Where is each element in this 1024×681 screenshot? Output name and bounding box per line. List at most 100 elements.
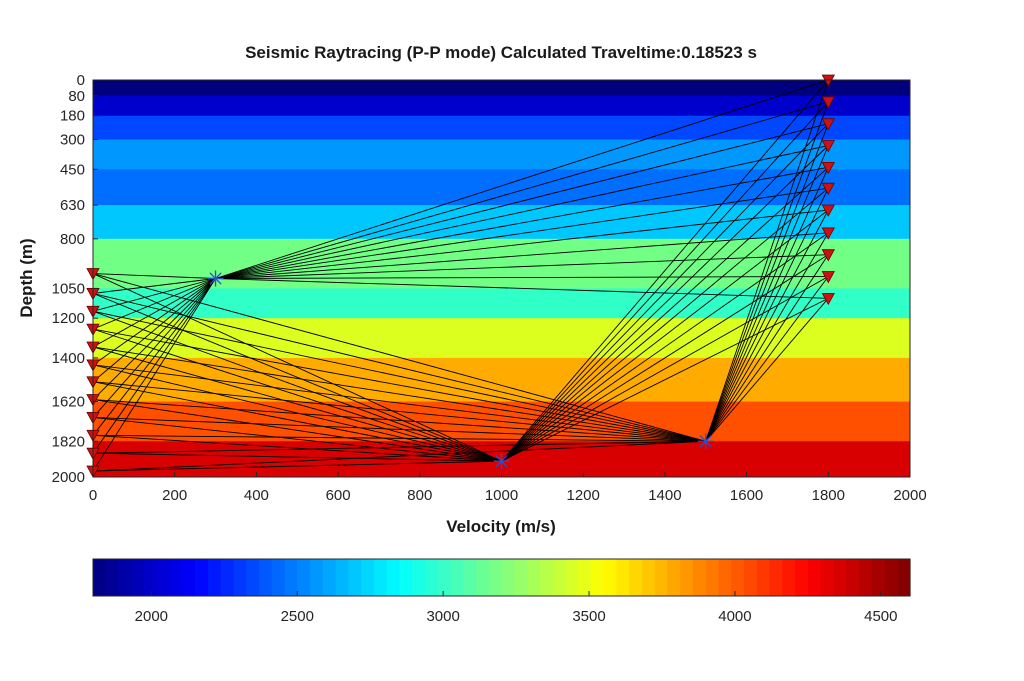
colorbar-segment xyxy=(258,559,273,596)
colorbar-segment xyxy=(578,559,592,596)
ray-path xyxy=(92,273,706,442)
x-tick-label: 1800 xyxy=(812,487,845,504)
ray-paths xyxy=(92,79,829,472)
reflection-point-stroke xyxy=(209,272,222,285)
colorbar-segment xyxy=(335,559,349,596)
colorbar-segment xyxy=(744,559,758,596)
ray-path xyxy=(92,278,216,330)
ray-path xyxy=(92,460,502,472)
chart-title: Seismic Raytracing (P-P mode) Calculated… xyxy=(245,43,757,62)
colorbar-segment xyxy=(207,559,222,596)
reflection-point-stroke xyxy=(495,455,508,468)
y-tick-label: 2000 xyxy=(52,469,85,486)
colorbar-segment xyxy=(105,559,120,596)
x-tick-label: 600 xyxy=(326,487,351,504)
ray-path xyxy=(92,278,216,472)
ray-path xyxy=(92,328,706,442)
colorbar-segment xyxy=(144,559,158,596)
ray-path xyxy=(92,273,502,462)
ray-path xyxy=(215,278,829,299)
ray-path xyxy=(92,452,502,462)
reflection-point-marker xyxy=(697,433,714,450)
colorbar-segment xyxy=(692,559,707,596)
colorbar-segment xyxy=(782,559,796,596)
colorbar-segment xyxy=(552,559,566,596)
colorbar-segment xyxy=(705,559,720,596)
colorbar-segment xyxy=(488,559,503,596)
receiver-marker xyxy=(821,271,835,284)
receiver-marker xyxy=(821,204,835,217)
colorbar-segment xyxy=(667,559,681,596)
colorbar: 2000 2500 3000 3500 4000 4500 xyxy=(92,558,911,625)
colorbar-segment xyxy=(820,559,835,596)
layer-band xyxy=(93,288,910,319)
ray-path xyxy=(92,278,216,312)
colorbar-segment xyxy=(795,559,809,596)
ray-path xyxy=(92,434,502,462)
colorbar-segment xyxy=(220,559,235,596)
colorbar-segment xyxy=(629,559,643,596)
x-axis-label: Velocity (m/s) xyxy=(446,517,556,536)
colorbar-segment xyxy=(769,559,783,596)
colorbar-tick-label: 3000 xyxy=(426,608,459,625)
ray-path xyxy=(215,232,829,279)
colorbar-segment xyxy=(322,559,337,596)
colorbar-segment xyxy=(450,559,464,596)
colorbar-segment xyxy=(297,559,311,596)
colorbar-segment xyxy=(93,559,107,596)
ray-path xyxy=(215,209,829,279)
ray-path xyxy=(92,364,502,462)
colorbar-segment xyxy=(284,559,298,596)
y-tick-label: 1400 xyxy=(52,350,85,367)
colorbar-segment xyxy=(169,559,183,596)
y-axis-ticks: 080 180 300 450 630 800 1050 1200 1400 1620 1820 20… xyxy=(52,72,98,486)
y-tick-label: 800 xyxy=(60,231,85,248)
colorbar-segment xyxy=(590,559,605,596)
reflection-point-stroke xyxy=(699,435,712,448)
x-tick-label: 2000 xyxy=(893,487,926,504)
ray-path xyxy=(92,328,502,462)
x-tick-label: 1400 xyxy=(648,487,681,504)
colorbar-segment xyxy=(386,559,400,596)
colorbar-segment xyxy=(271,559,286,596)
y-tick-label: 180 xyxy=(60,108,85,125)
colorbar-segment xyxy=(680,559,694,596)
ray-path xyxy=(92,346,706,442)
receiver-marker xyxy=(821,140,835,153)
ray-path xyxy=(92,278,216,400)
y-tick-label: 1620 xyxy=(52,394,85,411)
ray-path xyxy=(705,254,829,442)
x-tick-label: 400 xyxy=(244,487,269,504)
ray-path xyxy=(92,273,216,279)
x-tick-label: 800 xyxy=(407,487,432,504)
ray-path xyxy=(215,79,829,279)
colorbar-gradient xyxy=(93,559,911,596)
colorbar-tick-label: 4500 xyxy=(864,608,897,625)
receiver-marker xyxy=(821,292,835,306)
layer-band xyxy=(93,318,910,359)
colorbar-segment xyxy=(718,559,732,596)
colorbar-segment xyxy=(884,559,898,596)
ray-path xyxy=(92,278,216,436)
ray-path xyxy=(92,417,706,442)
receiver-marker xyxy=(821,249,835,262)
ray-path xyxy=(705,167,829,442)
colorbar-segment xyxy=(871,559,886,596)
colorbar-segment xyxy=(475,559,490,596)
y-tick-label: 300 xyxy=(60,132,85,149)
ray-path xyxy=(92,440,706,454)
reflection-point-marker xyxy=(493,453,510,470)
colorbar-segment xyxy=(897,559,911,596)
ray-path xyxy=(215,101,829,279)
ray-path xyxy=(501,123,829,462)
ray-path xyxy=(705,209,829,442)
x-tick-label: 0 xyxy=(89,487,97,504)
colorbar-segment xyxy=(603,559,617,596)
ray-path xyxy=(92,434,706,442)
layer-band xyxy=(93,95,910,117)
ray-path xyxy=(501,145,829,462)
ray-path xyxy=(215,187,829,279)
colorbar-segment xyxy=(412,559,426,596)
colorbar-segment xyxy=(118,559,132,596)
